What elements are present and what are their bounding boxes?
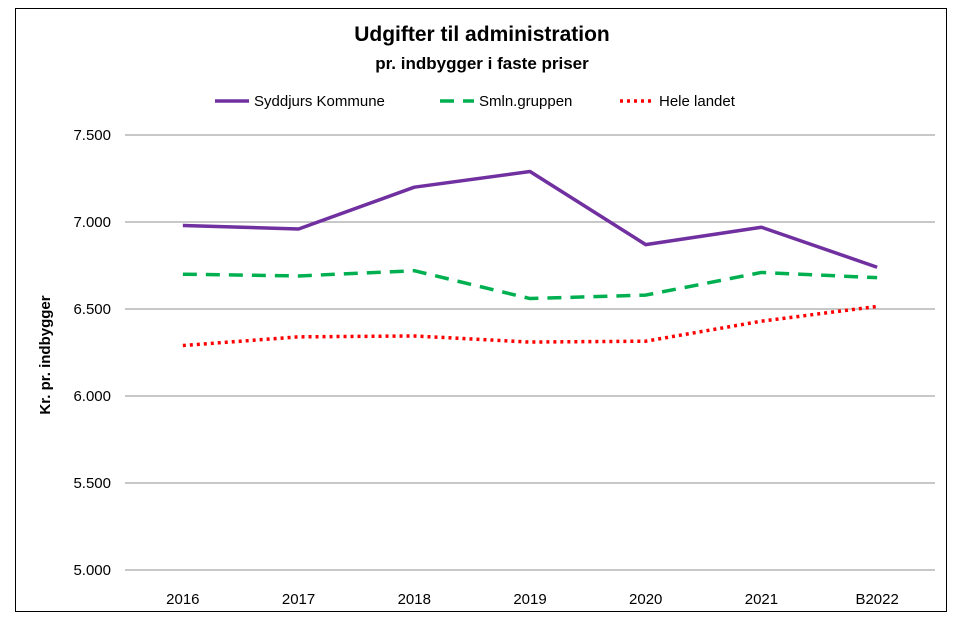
chart-subtitle: pr. indbygger i faste priser [375,54,589,73]
y-tick-label: 7.000 [73,214,111,231]
x-tick-label: 2017 [282,591,315,608]
y-tick-label: 5.000 [73,562,111,579]
x-tick-label: 2016 [166,591,199,608]
x-tick-label: 2018 [398,591,431,608]
x-tick-label: 2020 [629,591,662,608]
x-tick-label: 2021 [745,591,778,608]
y-tick-label: 7.500 [73,127,111,144]
legend: Syddjurs Kommune Smln.gruppen Hele landet [215,93,736,110]
legend-label: Smln.gruppen [479,93,572,110]
y-axis-label: Kr. pr. indbygger [37,295,54,414]
legend-label: Syddjurs Kommune [254,93,385,110]
gridlines [125,134,935,571]
y-tick-label: 5.500 [73,475,111,492]
x-tick-label: B2022 [855,591,898,608]
y-tick-labels: 5.000 5.500 6.000 6.500 7.000 7.500 [73,127,111,579]
series-line-smln-gruppen [182,268,878,301]
series-line-syddjurs-kommune [182,169,878,269]
y-tick-label: 6.500 [73,301,111,318]
chart-frame [15,8,947,612]
series-line-hele-landet [182,304,878,348]
series-lines [182,169,878,348]
y-tick-label: 6.000 [73,388,111,405]
legend-label: Hele landet [659,93,736,110]
x-tick-labels: 2016 2017 2018 2019 2020 2021 B2022 [166,591,899,608]
chart-title: Udgifter til administration [354,23,610,46]
x-tick-label: 2019 [513,591,546,608]
